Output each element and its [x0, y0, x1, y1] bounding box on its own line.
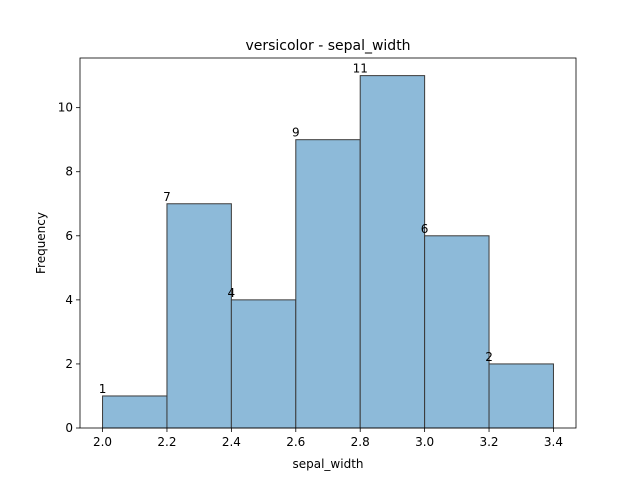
histogram-bar: [424, 235, 490, 429]
histogram-bar: [230, 299, 297, 429]
x-tick-label: 3.4: [544, 435, 563, 449]
x-tick-label: 3.0: [415, 435, 434, 449]
x-tick-label: 2.6: [286, 435, 305, 449]
histogram-bar: [295, 139, 361, 429]
x-axis-label: sepal_width: [292, 457, 363, 471]
y-tick-label: 10: [58, 101, 73, 115]
y-tick-label: 6: [65, 229, 73, 243]
bar-value-label: 6: [421, 222, 429, 236]
bars-group: [102, 75, 554, 429]
bar-value-label: 11: [353, 62, 368, 76]
y-axis-label: Frequency: [34, 212, 48, 274]
x-tick-label: 2.4: [222, 435, 241, 449]
bar-value-label: 7: [163, 190, 171, 204]
x-tick-label: 3.2: [479, 435, 498, 449]
histogram-bar: [488, 363, 554, 429]
x-tick-label: 2.2: [157, 435, 176, 449]
plot-frame: [79, 57, 577, 429]
bar-value-label: 4: [228, 286, 236, 300]
bar-value-label: 9: [292, 126, 300, 140]
bar-labels-group: 1 7 4 9 11 6 2: [99, 62, 493, 396]
y-axis-ticks: 0 2 4 6 8 10: [58, 101, 80, 435]
histogram-bar: [359, 75, 426, 429]
histogram-bar: [166, 203, 232, 429]
y-tick-label: 2: [65, 357, 73, 371]
x-tick-label: 2.8: [351, 435, 370, 449]
x-tick-label: 2.0: [93, 435, 112, 449]
y-tick-label: 8: [65, 165, 73, 179]
bar-value-label: 1: [99, 382, 107, 396]
y-tick-label: 4: [65, 293, 73, 307]
x-axis-ticks: 2.0 2.2 2.4 2.6 2.8 3.0 3.2 3.4: [93, 428, 563, 449]
bar-value-label: 2: [485, 350, 493, 364]
y-tick-label: 0: [65, 421, 73, 435]
chart-title: versicolor - sepal_width: [245, 38, 410, 54]
histogram-bar: [102, 395, 168, 429]
